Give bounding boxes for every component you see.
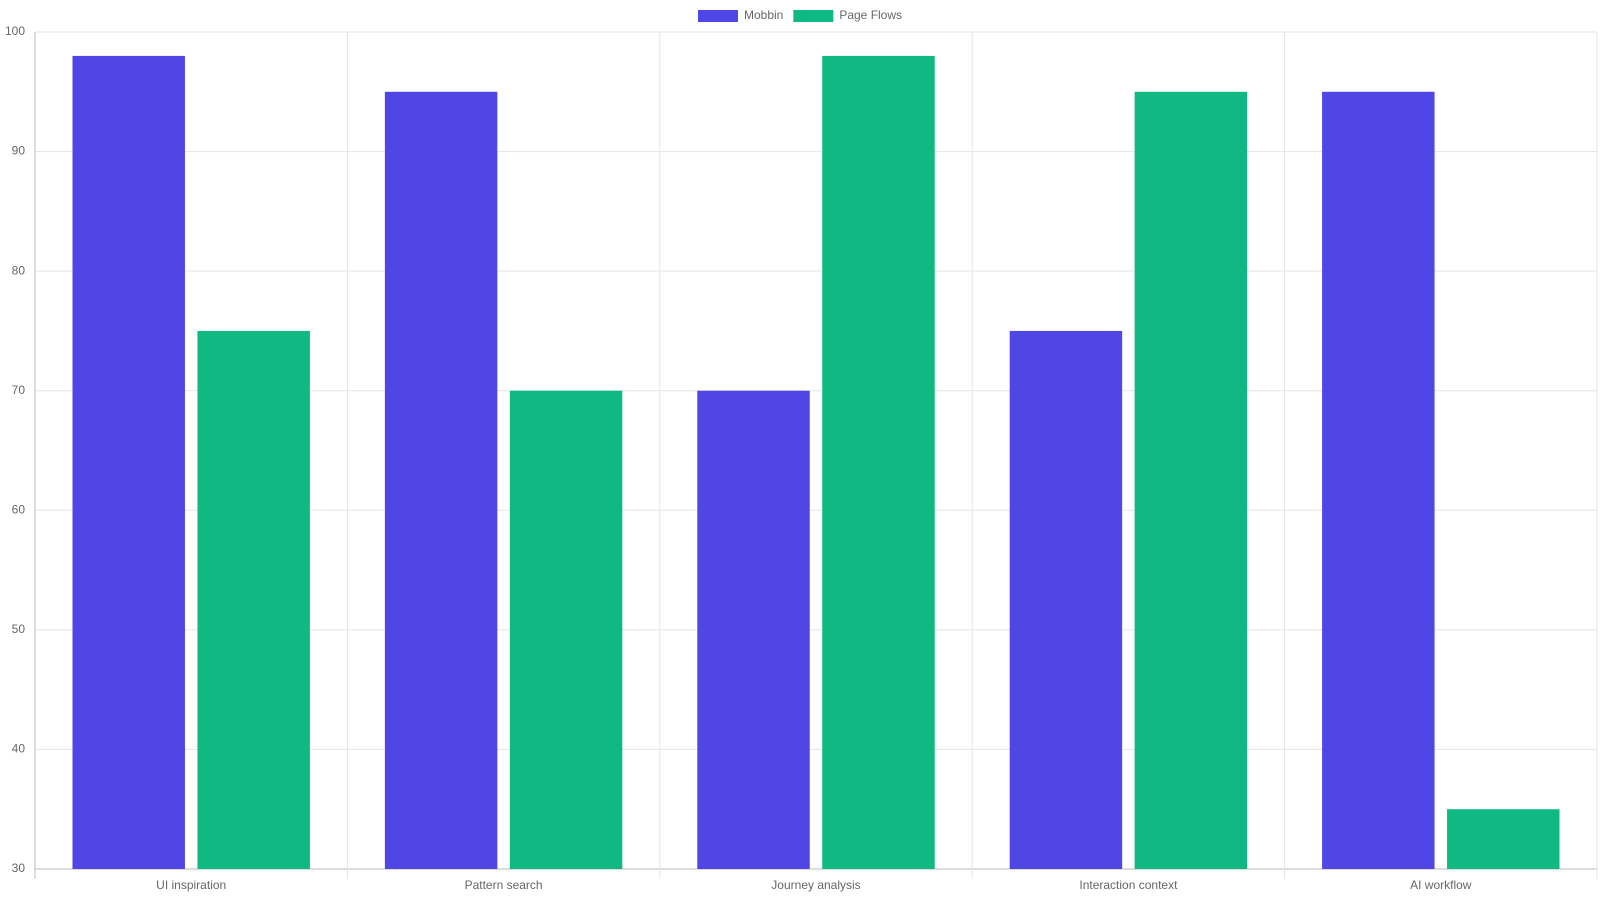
y-tick-label: 30: [12, 861, 26, 875]
y-tick-label: 100: [5, 24, 25, 38]
bar[interactable]: [509, 390, 623, 869]
bar[interactable]: [72, 55, 185, 869]
x-tick-label: Journey analysis: [771, 878, 860, 892]
bar[interactable]: [197, 330, 310, 869]
bar[interactable]: [1322, 91, 1435, 870]
x-tick-label: AI workflow: [1410, 878, 1472, 892]
y-tick-label: 90: [12, 144, 26, 158]
bar[interactable]: [384, 91, 498, 870]
legend-label[interactable]: Page Flows: [839, 8, 902, 22]
bar[interactable]: [822, 55, 935, 869]
y-tick-label: 80: [12, 263, 26, 277]
legend-swatch[interactable]: [793, 10, 834, 22]
x-tick-label: Interaction context: [1079, 878, 1178, 892]
bar[interactable]: [1447, 809, 1560, 869]
legend-swatch[interactable]: [697, 10, 738, 22]
y-tick-label: 50: [12, 622, 26, 636]
y-tick-label: 70: [12, 383, 26, 397]
x-tick-label: Pattern search: [465, 878, 543, 892]
bar[interactable]: [697, 390, 810, 869]
bar[interactable]: [1134, 91, 1248, 870]
legend-label[interactable]: Mobbin: [744, 8, 783, 22]
y-tick-label: 40: [12, 742, 26, 756]
bar[interactable]: [1009, 330, 1123, 869]
y-tick-label: 60: [12, 502, 26, 516]
x-tick-label: UI inspiration: [156, 878, 226, 892]
